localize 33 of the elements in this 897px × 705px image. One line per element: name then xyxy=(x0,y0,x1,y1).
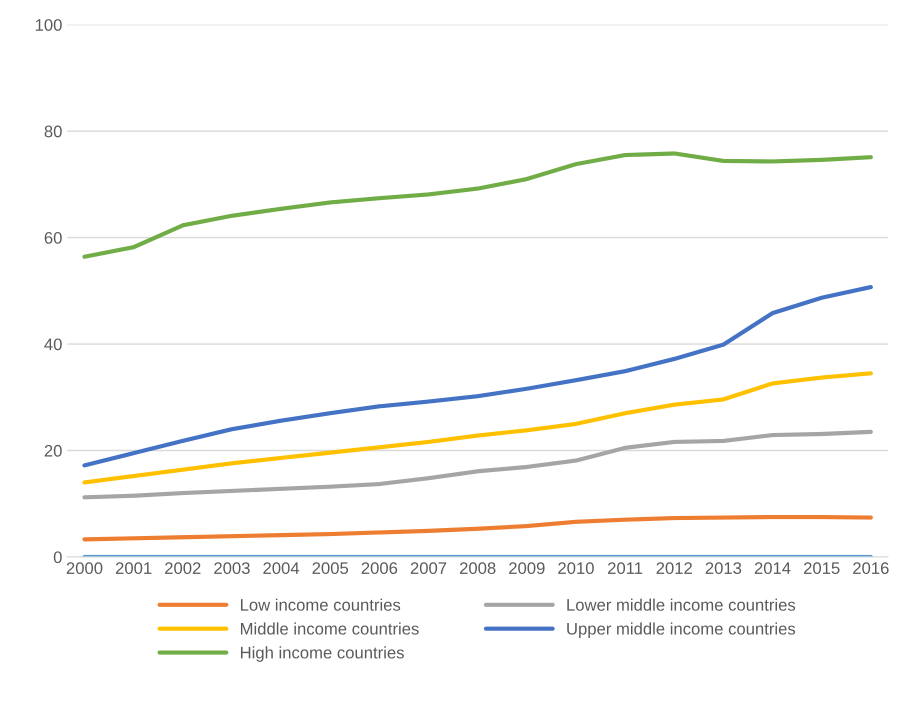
line-series xyxy=(82,430,873,500)
x-tick-label: 2016 xyxy=(853,562,889,574)
line-series xyxy=(82,285,873,468)
legend-label: Middle income countries xyxy=(240,622,419,635)
x-tick-label: 2000 xyxy=(66,562,102,574)
x-tick-label: 2005 xyxy=(312,562,348,574)
line-series xyxy=(82,371,873,485)
x-tick-label: 2012 xyxy=(656,562,692,574)
x-tick-label: 2008 xyxy=(460,562,496,574)
x-tick-label: 2015 xyxy=(804,562,840,574)
y-tick-label: 60 xyxy=(44,232,62,244)
legend-label: Upper middle income countries xyxy=(567,622,796,638)
line-series xyxy=(82,514,873,542)
x-tick-label: 2002 xyxy=(165,562,200,574)
legend-label: High income countries xyxy=(240,646,404,662)
x-tick-label: 2013 xyxy=(706,562,742,574)
x-tick-label: 2009 xyxy=(509,562,545,574)
x-tick-label: 2001 xyxy=(116,562,152,574)
legend-label: Low income countries xyxy=(240,598,400,611)
line-series xyxy=(82,151,873,259)
x-tick-label: 2003 xyxy=(214,562,250,574)
y-tick-label: 80 xyxy=(44,126,62,138)
y-tick-label: 0 xyxy=(54,551,62,564)
x-tick-label: 2014 xyxy=(754,562,791,574)
y-tick-label: 40 xyxy=(44,338,62,350)
x-tick-label: 2007 xyxy=(410,562,446,574)
x-tick-label: 2004 xyxy=(263,562,300,574)
x-tick-label: 2011 xyxy=(608,562,642,574)
x-tick-label: 2006 xyxy=(362,562,398,574)
legend-label: Lower middle income countries xyxy=(567,598,796,611)
x-tick-label: 2010 xyxy=(558,562,594,574)
y-tick-label: 20 xyxy=(44,444,62,457)
y-tick-label: 100 xyxy=(36,19,62,31)
